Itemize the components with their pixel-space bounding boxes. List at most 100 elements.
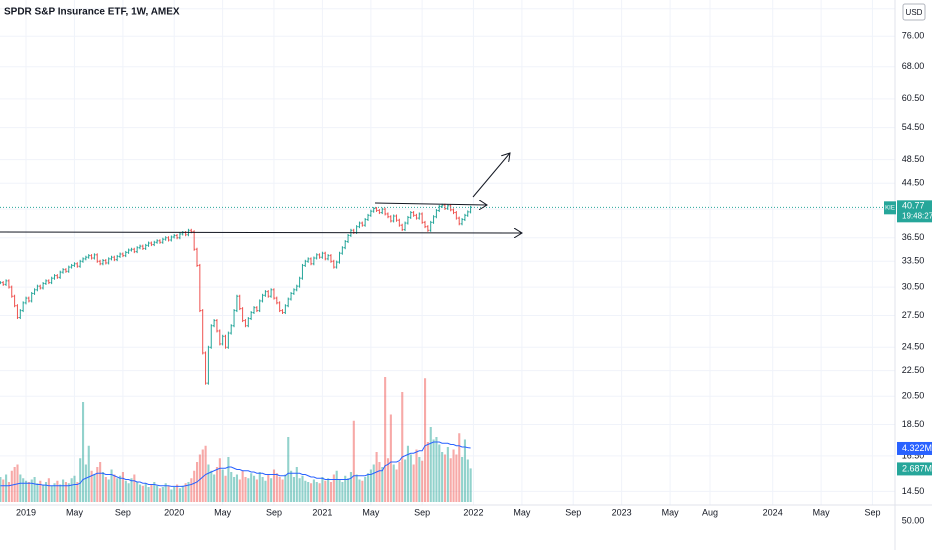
volume-bar: [144, 483, 147, 502]
volume-bar: [130, 478, 133, 502]
volume-ma-line: [0, 441, 471, 487]
price-bar: [324, 251, 327, 261]
volume-bar: [139, 484, 142, 502]
price-bar: [255, 306, 259, 313]
price-bar: [133, 247, 136, 254]
volume-bar: [53, 483, 56, 502]
price-bar: [366, 213, 370, 222]
price-bar: [130, 247, 133, 252]
y-tick-label: 54.50: [902, 122, 925, 132]
volume-bar: [329, 482, 333, 502]
volume-bar: [298, 478, 301, 502]
price-bar: [426, 225, 430, 232]
volume-bar: [107, 479, 110, 502]
volume-bar: [99, 462, 102, 502]
x-tick-label: May: [662, 507, 680, 517]
volume-bar: [418, 457, 421, 502]
price-badge: [897, 200, 932, 223]
price-bar: [198, 263, 202, 313]
price-bar: [107, 257, 110, 265]
price-bar: [16, 304, 19, 320]
volume-bar: [84, 464, 87, 502]
volume-bar: [170, 489, 173, 502]
price-bar: [210, 324, 213, 349]
volume-bar: [347, 478, 350, 502]
volume-bar: [119, 475, 122, 502]
volume-bar: [44, 482, 48, 502]
volume-bar: [449, 458, 452, 502]
price-bar: [238, 294, 241, 311]
volume-bar: [124, 480, 127, 502]
volume-ma-label: 4.322M: [902, 443, 932, 453]
volume-bar: [96, 467, 99, 502]
volume-bar: [39, 480, 42, 502]
price-bar: [264, 290, 267, 297]
price-bar: [173, 233, 176, 239]
price-bar: [438, 204, 441, 213]
volume-bar: [401, 392, 404, 502]
price-label: 40.77: [902, 201, 925, 211]
volume-bar: [267, 474, 270, 502]
x-tick-label: 2023: [612, 507, 632, 517]
price-bar: [87, 254, 90, 259]
trend-line: [0, 232, 522, 233]
price-bar: [101, 258, 105, 266]
volume-bar: [230, 472, 233, 502]
countdown-label: 19:48:27: [902, 211, 932, 220]
volume-bar: [2, 479, 5, 502]
price-bar: [124, 250, 127, 258]
volume-bar: [324, 480, 327, 502]
volume-bar: [375, 452, 378, 502]
price-bar: [204, 351, 207, 385]
volume-bar: [178, 488, 181, 502]
volume-bar: [432, 439, 435, 502]
x-tick-label: Aug: [702, 507, 718, 517]
currency[interactable]: USD: [906, 8, 923, 17]
price-bar: [207, 345, 210, 385]
volume-bar: [384, 377, 387, 502]
price-bar: [10, 285, 13, 298]
price-bar: [73, 262, 76, 267]
volume-bar: [167, 485, 170, 502]
price-bar: [403, 221, 407, 232]
volume-bar: [187, 482, 190, 502]
volume-bar: [295, 467, 298, 502]
price-bar: [452, 208, 455, 215]
volume-bar: [372, 464, 375, 502]
volume-bar: [224, 475, 227, 502]
price-bar: [361, 221, 364, 227]
volume-bar: [435, 437, 438, 502]
volume-bar: [272, 469, 276, 502]
price-bar: [4, 279, 8, 286]
x-tick-label: May: [362, 507, 380, 517]
price-bar: [21, 301, 25, 313]
price-bar: [418, 212, 421, 220]
price-bar: [335, 260, 338, 269]
volume-bar: [344, 475, 347, 502]
volume-bar: [147, 487, 150, 502]
price-bar: [401, 223, 404, 232]
price-bar: [460, 218, 464, 226]
price-bar: [395, 214, 398, 222]
price-bar: [244, 319, 247, 328]
price-bar: [155, 239, 159, 244]
volume-bar: [218, 458, 221, 502]
price-bar: [315, 253, 318, 260]
price-bar: [375, 206, 378, 213]
volume-bar: [452, 449, 455, 502]
volume-bar: [378, 462, 381, 502]
volume-bar: [426, 442, 429, 502]
volume-bar: [110, 469, 113, 502]
volume-bar: [355, 474, 358, 502]
volume-bar: [241, 470, 244, 502]
volume-bar: [30, 479, 33, 502]
y-tick-label: 14.50: [902, 486, 925, 496]
volume-bar: [469, 468, 472, 502]
price-bar: [47, 279, 50, 285]
price-bar: [435, 209, 438, 219]
currency-box[interactable]: [902, 3, 926, 21]
price-bar: [363, 218, 367, 227]
volume-bar: [247, 478, 250, 502]
